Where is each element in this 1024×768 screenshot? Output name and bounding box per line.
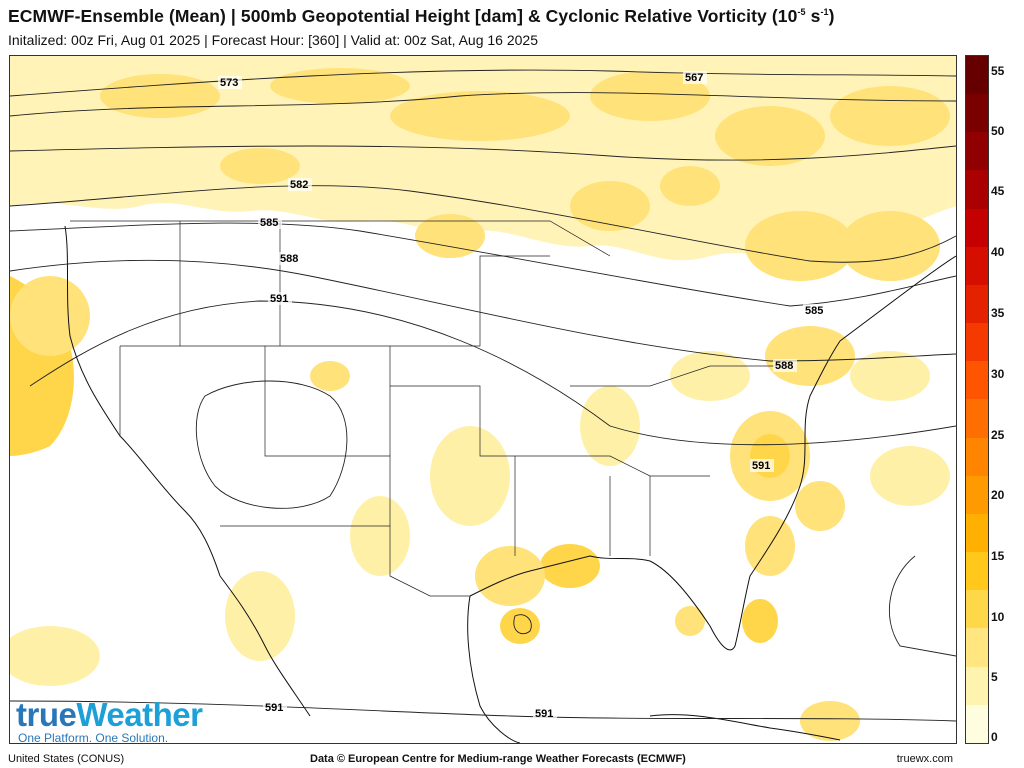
contour-label: 591 bbox=[265, 702, 283, 714]
colorbar-segment bbox=[966, 666, 988, 705]
colorbar-segment bbox=[966, 399, 988, 438]
vorticity-colorbar bbox=[965, 55, 989, 744]
title-exponent-2: -1 bbox=[820, 7, 829, 18]
contour-label-bg bbox=[773, 359, 797, 372]
footer-site[interactable]: truewx.com bbox=[896, 753, 953, 765]
contour-label: 588 bbox=[280, 253, 298, 265]
coastlines bbox=[64, 225, 956, 743]
contour-label-bg bbox=[268, 292, 292, 305]
colorbar-tick-label: 45 bbox=[991, 184, 1005, 198]
contour-label-bg bbox=[750, 459, 774, 472]
colorbar-segment bbox=[966, 94, 988, 133]
contour-label: 591 bbox=[535, 708, 553, 720]
colorbar-segment bbox=[966, 132, 988, 171]
contour-label: 567 bbox=[685, 72, 703, 84]
title-close: ) bbox=[828, 6, 835, 26]
colorbar-segment bbox=[966, 170, 988, 209]
colorbar-segment bbox=[966, 323, 988, 362]
contour-label-bg bbox=[218, 76, 242, 89]
contour-label: 591 bbox=[752, 460, 770, 472]
colorbar-segment bbox=[966, 475, 988, 514]
contour-label: 585 bbox=[260, 217, 278, 229]
contour-label-bg bbox=[803, 304, 827, 317]
logo-weather: Weather bbox=[76, 696, 203, 733]
trueweather-logo: trueWeather One Platform. One Solution. bbox=[16, 696, 203, 744]
colorbar-segment bbox=[966, 704, 988, 743]
contour-label: 588 bbox=[775, 360, 793, 372]
footer-region: United States (CONUS) bbox=[8, 753, 125, 765]
colorbar-segment bbox=[966, 628, 988, 667]
logo-tagline: One Platform. One Solution. bbox=[18, 731, 169, 744]
colorbar-tick-label: 20 bbox=[991, 488, 1005, 502]
title-text: ECMWF-Ensemble (Mean) | 500mb Geopotenti… bbox=[8, 6, 798, 26]
contour-label-bg bbox=[288, 178, 312, 191]
contour-label-bg bbox=[278, 252, 302, 265]
colorbar-tick-label: 10 bbox=[991, 610, 1005, 624]
title-unit: s bbox=[805, 6, 821, 26]
contour-label-bg bbox=[258, 216, 282, 229]
map-title: ECMWF-Ensemble (Mean) | 500mb Geopotenti… bbox=[8, 6, 835, 27]
colorbar-tick-label: 40 bbox=[991, 245, 1005, 259]
colorbar-tick-label: 50 bbox=[991, 124, 1005, 138]
colorbar-tick-label: 55 bbox=[991, 64, 1005, 78]
contour-label: 573 bbox=[220, 77, 238, 89]
colorbar-tick-label: 35 bbox=[991, 306, 1005, 320]
map-subtitle: Initalized: 00z Fri, Aug 01 2025 | Forec… bbox=[8, 32, 539, 48]
contour-label: 591 bbox=[270, 293, 288, 305]
logo-true: true bbox=[16, 696, 77, 733]
colorbar-segment bbox=[966, 513, 988, 553]
footer-credit: Data © European Centre for Medium-range … bbox=[310, 753, 686, 765]
colorbar-tick-label: 5 bbox=[991, 670, 998, 684]
contour-label-bg bbox=[533, 707, 557, 720]
colorbar-segment bbox=[966, 284, 988, 324]
colorbar-segment bbox=[966, 208, 988, 247]
contour-label-bg bbox=[263, 701, 287, 714]
colorbar-segment bbox=[966, 361, 988, 400]
colorbar-tick-label: 25 bbox=[991, 428, 1005, 442]
height-contours bbox=[10, 69, 956, 722]
vorticity-shading bbox=[10, 56, 956, 741]
weather-map[interactable]: 573 567 582 585 588 591 585 588 591 591 591 trueWe… bbox=[9, 55, 957, 744]
colorbar-segment bbox=[966, 246, 988, 285]
state-borders bbox=[70, 220, 790, 597]
contour-label-layer: 573 567 582 585 588 591 585 588 591 591 591 bbox=[218, 71, 827, 720]
logo-wordmark: trueWeather bbox=[16, 696, 203, 734]
colorbar-tick-label: 15 bbox=[991, 549, 1005, 563]
colorbar-segment bbox=[966, 56, 988, 95]
footer: United States (CONUS) Data © European Ce… bbox=[0, 750, 1024, 768]
colorbar-segment bbox=[966, 437, 988, 476]
colorbar-segment bbox=[966, 590, 988, 629]
colorbar-ticks: 55 50 45 40 35 30 25 20 15 10 5 0 bbox=[991, 55, 1024, 744]
contour-label: 585 bbox=[805, 305, 823, 317]
title-exponent-1: -5 bbox=[797, 7, 806, 18]
map-canvas bbox=[10, 56, 956, 743]
colorbar-tick-label: 0 bbox=[991, 730, 998, 744]
colorbar-segment bbox=[966, 552, 988, 591]
colorbar-tick-label: 30 bbox=[991, 367, 1005, 381]
header: ECMWF-Ensemble (Mean) | 500mb Geopotenti… bbox=[0, 0, 1024, 54]
contour-label: 582 bbox=[290, 179, 308, 191]
contour-label-bg bbox=[683, 71, 707, 84]
